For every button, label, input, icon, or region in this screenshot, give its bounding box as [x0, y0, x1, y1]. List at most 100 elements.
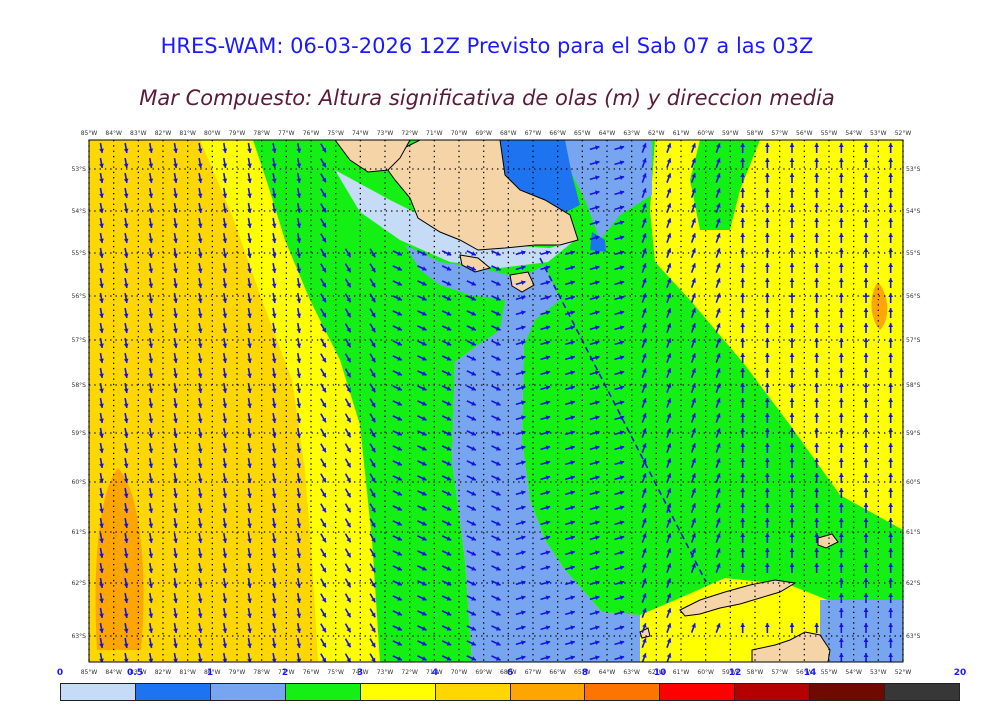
wave-arrow [99, 337, 104, 349]
wave-arrow [296, 232, 302, 244]
wave-arrow [271, 592, 277, 604]
wave-arrow [369, 413, 376, 423]
wave-arrow [515, 475, 526, 481]
wave-arrow [247, 652, 252, 662]
wave-arrow [715, 533, 721, 543]
wave-arrow [888, 278, 894, 288]
wave-arrow [838, 143, 844, 153]
wave-arrow [466, 550, 477, 556]
wave-arrow [690, 218, 696, 228]
wave-arrow [690, 443, 696, 453]
wave-arrow [715, 263, 721, 273]
wave-arrow [148, 472, 154, 484]
wave-arrow [392, 280, 403, 286]
wave-arrow [123, 562, 129, 574]
wave-arrow [222, 352, 228, 364]
wave-arrow [441, 250, 452, 256]
wave-arrow [888, 413, 894, 423]
wave-arrow [369, 488, 376, 498]
wave-arrow [888, 638, 894, 648]
wave-arrow [271, 307, 277, 319]
wave-arrow [344, 353, 352, 363]
wave-arrow [441, 340, 452, 346]
wave-arrow [123, 307, 129, 319]
wave-arrow [838, 503, 844, 513]
latitude-label: 56°S [906, 293, 921, 300]
wave-arrow [441, 535, 452, 541]
wave-arrow [666, 533, 672, 543]
wave-arrow [296, 397, 302, 409]
wave-arrow [466, 400, 477, 406]
wave-arrow [320, 593, 327, 603]
wave-arrow [715, 413, 721, 423]
wave-arrow [540, 310, 551, 316]
wave-arrow [148, 412, 154, 424]
wave-arrow [614, 550, 625, 556]
wave-arrow [392, 325, 403, 331]
wave-arrow [838, 263, 844, 273]
wave-arrow [148, 142, 154, 154]
wave-arrow [814, 623, 820, 633]
wave-arrow [271, 367, 277, 379]
wave-arrow [369, 473, 376, 483]
wave-arrow [888, 233, 894, 243]
wave-arrow [247, 262, 252, 274]
wave-arrow [540, 340, 551, 346]
wave-arrow [888, 203, 894, 213]
wave-arrow [764, 263, 770, 273]
wave-arrow [888, 173, 894, 183]
wave-arrow [764, 368, 770, 378]
wave-arrow [540, 370, 551, 376]
wave-arrow [491, 580, 501, 586]
wave-arrow [491, 550, 501, 556]
wave-arrow [814, 428, 820, 438]
wave-arrow [247, 622, 252, 634]
wave-arrow [99, 187, 104, 199]
wave-arrow [740, 458, 746, 468]
wave-arrow [764, 413, 770, 423]
wave-arrow [296, 532, 302, 544]
wave-arrow [789, 518, 795, 528]
longitude-label: 68°W [500, 669, 517, 676]
wave-arrow [296, 142, 302, 154]
wave-arrow [764, 458, 770, 468]
wave-arrow [666, 383, 672, 393]
wave-arrow [441, 655, 452, 661]
wave-arrow [320, 413, 327, 423]
wave-arrow [222, 622, 228, 634]
wave-arrow [320, 578, 327, 588]
wave-arrow [838, 443, 844, 453]
wave-arrow [540, 430, 551, 436]
wave-arrow [466, 370, 477, 376]
longitude-label: 58°W [747, 669, 764, 676]
wave-arrow [641, 263, 647, 273]
wave-arrow [641, 233, 647, 243]
wave-arrow [466, 460, 477, 466]
wave-arrow [197, 382, 203, 394]
wave-arrow [392, 490, 403, 496]
wave-arrow [99, 457, 104, 469]
wave-arrow [666, 458, 672, 468]
wave-arrow [814, 458, 820, 468]
wave-arrow [641, 293, 647, 303]
wave-arrow [564, 340, 576, 346]
wave-arrow [296, 487, 302, 499]
field-05-1m-bay [590, 232, 606, 252]
wave-arrow [564, 625, 576, 631]
wave-arrow [690, 623, 696, 633]
latitude-label: 57°S [906, 337, 921, 344]
wave-arrow [838, 413, 844, 423]
wave-arrow [247, 637, 252, 649]
longitude-label: 68°W [500, 130, 517, 137]
wave-arrow [564, 310, 576, 316]
wave-arrow [789, 248, 795, 258]
wave-arrow [99, 622, 104, 634]
wave-arrow [271, 607, 277, 619]
wave-arrow [247, 577, 252, 589]
wave-arrow [296, 352, 302, 364]
wave-arrow [641, 443, 647, 453]
wave-arrow [863, 263, 869, 273]
wave-arrow [863, 383, 869, 393]
longitude-label: 60°W [697, 130, 714, 137]
